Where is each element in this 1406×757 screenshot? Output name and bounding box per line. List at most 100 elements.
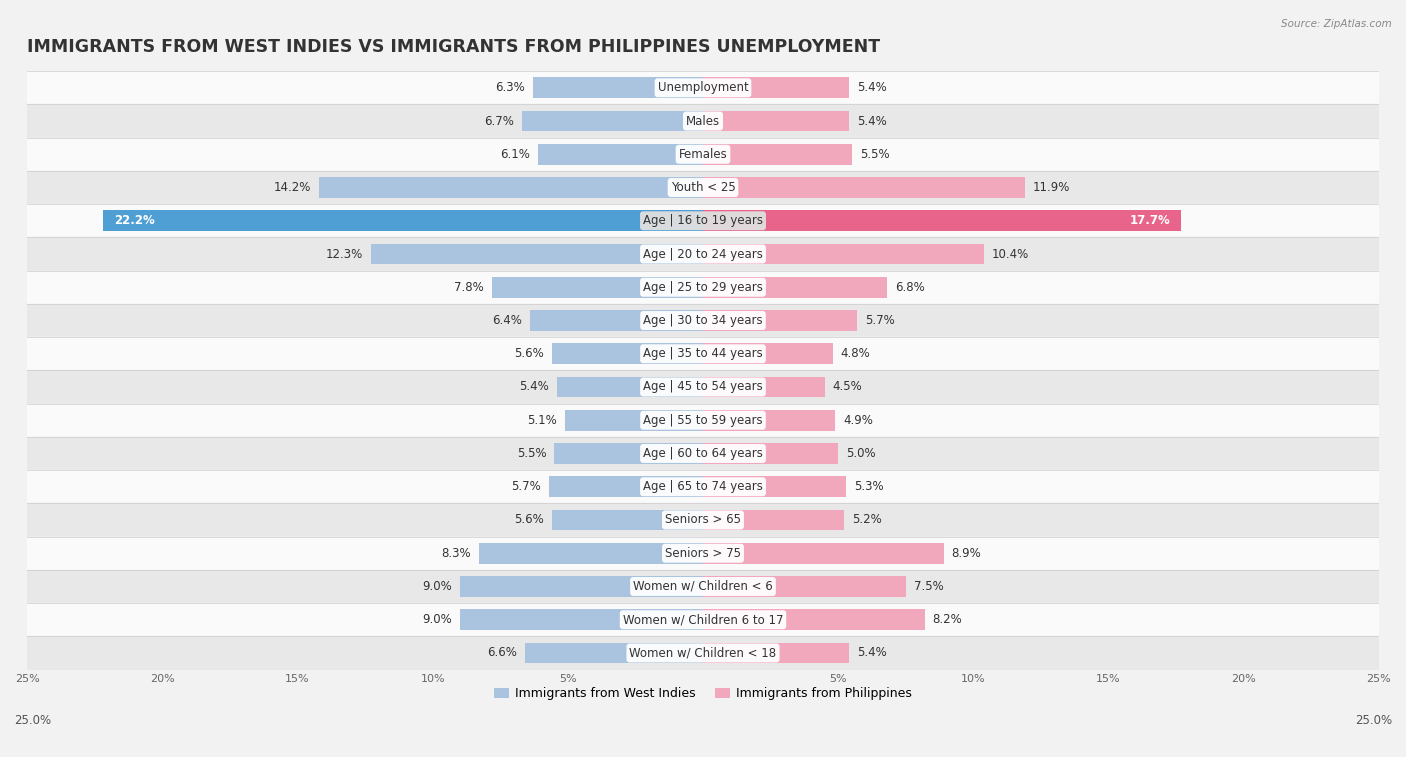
Text: 5.7%: 5.7% [865, 314, 894, 327]
Text: Women w/ Children < 6: Women w/ Children < 6 [633, 580, 773, 593]
Text: 11.9%: 11.9% [1032, 181, 1070, 194]
Text: Age | 25 to 29 years: Age | 25 to 29 years [643, 281, 763, 294]
Legend: Immigrants from West Indies, Immigrants from Philippines: Immigrants from West Indies, Immigrants … [489, 682, 917, 706]
Text: 25.0%: 25.0% [1355, 714, 1392, 727]
Bar [27, 204, 1379, 238]
Bar [538, 144, 703, 164]
Text: 4.8%: 4.8% [841, 347, 870, 360]
Bar [703, 111, 849, 131]
Text: 9.0%: 9.0% [422, 580, 451, 593]
Bar [548, 476, 703, 497]
Bar [27, 171, 1379, 204]
Bar [703, 609, 925, 630]
Text: 5.2%: 5.2% [852, 513, 882, 526]
Bar [703, 310, 858, 331]
Bar [27, 71, 1379, 104]
Bar [551, 509, 703, 531]
Bar [554, 443, 703, 464]
Bar [27, 337, 1379, 370]
Text: Women w/ Children 6 to 17: Women w/ Children 6 to 17 [623, 613, 783, 626]
Text: 17.7%: 17.7% [1130, 214, 1171, 227]
Bar [703, 476, 846, 497]
Text: 5.5%: 5.5% [516, 447, 547, 460]
Bar [27, 238, 1379, 271]
Bar [565, 410, 703, 431]
Text: 14.2%: 14.2% [274, 181, 311, 194]
Bar [703, 210, 1181, 231]
Bar [27, 403, 1379, 437]
Text: 12.3%: 12.3% [325, 248, 363, 260]
Bar [27, 138, 1379, 171]
Bar [492, 277, 703, 298]
Text: 7.8%: 7.8% [454, 281, 484, 294]
Text: 8.3%: 8.3% [441, 547, 471, 559]
Bar [460, 609, 703, 630]
Text: 4.5%: 4.5% [832, 381, 862, 394]
Text: Seniors > 75: Seniors > 75 [665, 547, 741, 559]
Text: 9.0%: 9.0% [422, 613, 451, 626]
Bar [27, 370, 1379, 403]
Text: 10.4%: 10.4% [993, 248, 1029, 260]
Text: 5.1%: 5.1% [527, 414, 557, 427]
Text: Age | 45 to 54 years: Age | 45 to 54 years [643, 381, 763, 394]
Bar [478, 543, 703, 563]
Text: Males: Males [686, 114, 720, 127]
Text: 5.4%: 5.4% [858, 646, 887, 659]
Text: 6.6%: 6.6% [486, 646, 516, 659]
Text: Females: Females [679, 148, 727, 160]
Text: 6.7%: 6.7% [484, 114, 513, 127]
Text: Youth < 25: Youth < 25 [671, 181, 735, 194]
Bar [703, 443, 838, 464]
Bar [703, 177, 1025, 198]
Bar [533, 77, 703, 98]
Bar [27, 271, 1379, 304]
Bar [551, 344, 703, 364]
Bar [703, 643, 849, 663]
Text: Age | 65 to 74 years: Age | 65 to 74 years [643, 480, 763, 494]
Bar [27, 437, 1379, 470]
Text: 5.6%: 5.6% [513, 513, 544, 526]
Text: 7.5%: 7.5% [914, 580, 943, 593]
Text: 5.6%: 5.6% [513, 347, 544, 360]
Bar [103, 210, 703, 231]
Bar [703, 576, 905, 597]
Bar [27, 603, 1379, 637]
Bar [703, 77, 849, 98]
Bar [27, 470, 1379, 503]
Bar [703, 377, 824, 397]
Text: Age | 35 to 44 years: Age | 35 to 44 years [643, 347, 763, 360]
Text: 25.0%: 25.0% [14, 714, 51, 727]
Bar [460, 576, 703, 597]
Bar [27, 537, 1379, 570]
Bar [703, 410, 835, 431]
Text: 5.7%: 5.7% [512, 480, 541, 494]
Bar [524, 643, 703, 663]
Bar [27, 104, 1379, 138]
Bar [557, 377, 703, 397]
Bar [703, 144, 852, 164]
Text: Unemployment: Unemployment [658, 81, 748, 95]
Bar [703, 244, 984, 264]
Bar [27, 304, 1379, 337]
Bar [27, 503, 1379, 537]
Text: Age | 16 to 19 years: Age | 16 to 19 years [643, 214, 763, 227]
Text: 5.3%: 5.3% [855, 480, 884, 494]
Text: 5.0%: 5.0% [846, 447, 876, 460]
Text: 4.9%: 4.9% [844, 414, 873, 427]
Text: Age | 20 to 24 years: Age | 20 to 24 years [643, 248, 763, 260]
Text: 5.4%: 5.4% [858, 114, 887, 127]
Text: 22.2%: 22.2% [114, 214, 155, 227]
Text: Age | 60 to 64 years: Age | 60 to 64 years [643, 447, 763, 460]
Bar [522, 111, 703, 131]
Bar [530, 310, 703, 331]
Bar [371, 244, 703, 264]
Bar [27, 570, 1379, 603]
Text: Source: ZipAtlas.com: Source: ZipAtlas.com [1281, 19, 1392, 29]
Text: 8.9%: 8.9% [952, 547, 981, 559]
Bar [703, 509, 844, 531]
Text: 6.8%: 6.8% [894, 281, 925, 294]
Text: Seniors > 65: Seniors > 65 [665, 513, 741, 526]
Bar [703, 277, 887, 298]
Text: 5.4%: 5.4% [519, 381, 548, 394]
Text: 5.4%: 5.4% [858, 81, 887, 95]
